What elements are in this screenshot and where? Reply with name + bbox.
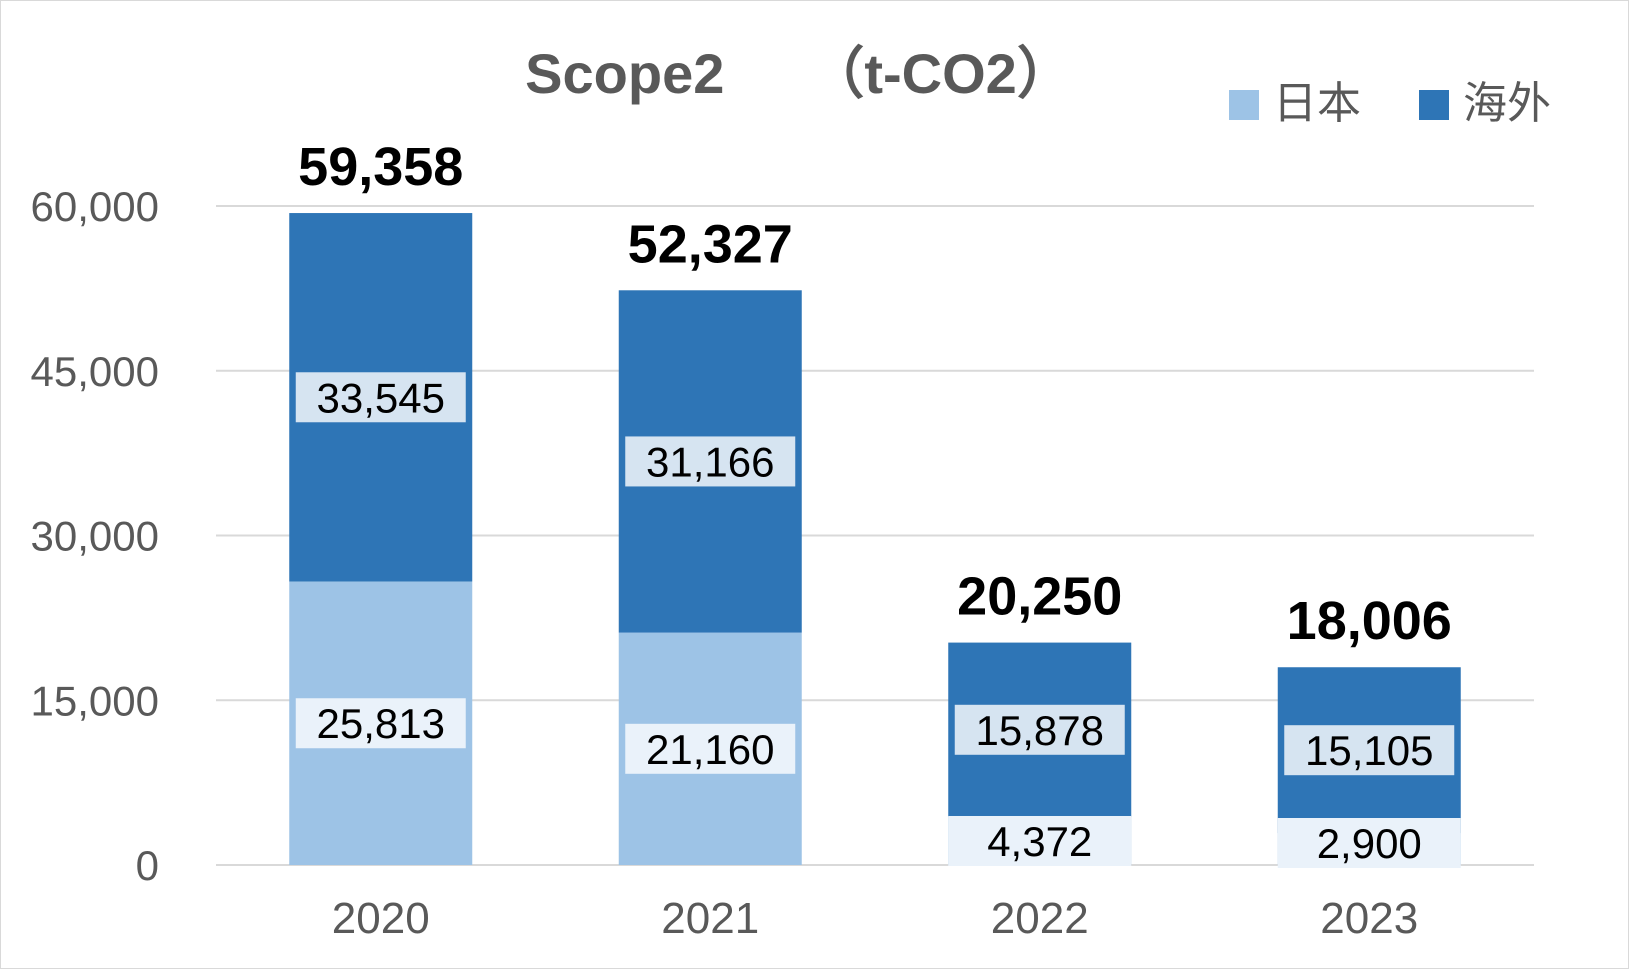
data-label-japan-2020: 25,813 (317, 700, 445, 747)
legend-swatch-overseas (1419, 90, 1449, 120)
x-tick-label-2021: 2021 (661, 894, 759, 943)
data-label-box-japan-2023 (1277, 818, 1461, 868)
total-label-2022: 20,250 (957, 567, 1122, 627)
data-label-box-japan-2021 (625, 723, 796, 774)
x-tick-label-2020: 2020 (332, 894, 430, 943)
data-label-japan-2021: 21,160 (646, 726, 774, 773)
data-label-box-overseas-2022 (954, 704, 1125, 755)
y-tick-label-60000: 60,000 (31, 183, 159, 230)
data-label-box-japan-2020 (295, 698, 466, 749)
data-label-box-japan-2022 (948, 815, 1132, 866)
data-label-japan-2023: 2,900 (1317, 820, 1422, 867)
total-label-2020: 59,358 (298, 137, 463, 197)
total-label-2023: 18,006 (1287, 591, 1452, 651)
data-label-overseas-2023: 15,105 (1305, 727, 1433, 774)
chart-title: Scope2 （t-CO2） (525, 42, 1073, 105)
y-tick-label-15000: 15,000 (31, 677, 159, 724)
data-label-overseas-2021: 31,166 (646, 438, 774, 485)
axes: 0 15,000 30,000 45,000 60,000 2020 2021 2022 202… (31, 183, 1419, 943)
y-tick-label-30000: 30,000 (31, 513, 159, 560)
data-label-overseas-2022: 15,878 (976, 707, 1104, 754)
data-label-box-overseas-2020 (295, 372, 466, 423)
total-label-2021: 52,327 (628, 214, 793, 274)
legend-swatch-japan (1229, 90, 1259, 120)
x-tick-label-2023: 2023 (1320, 894, 1418, 943)
y-tick-label-45000: 45,000 (31, 348, 159, 395)
legend-label-japan: 日本 (1273, 79, 1361, 128)
legend: 日本 海外 (1229, 79, 1551, 128)
data-label-box-overseas-2023 (1284, 725, 1455, 776)
legend-label-overseas: 海外 (1463, 79, 1551, 128)
data-label-overseas-2020: 33,545 (317, 374, 445, 421)
data-labels: 25,813 33,545 59,358 21,160 31,166 52,327 4,37… (295, 137, 1461, 868)
y-tick-label-0: 0 (136, 842, 159, 889)
data-label-japan-2022: 4,372 (987, 818, 1092, 865)
data-label-box-overseas-2021 (625, 436, 796, 487)
x-tick-label-2022: 2022 (991, 894, 1089, 943)
